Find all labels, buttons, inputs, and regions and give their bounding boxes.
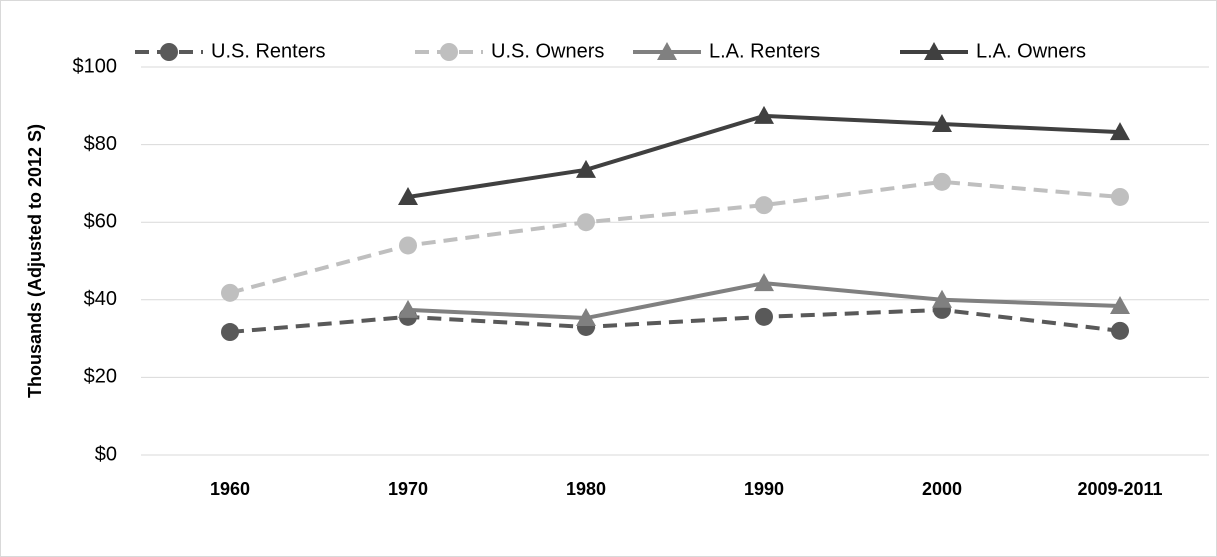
legend-label: U.S. Renters — [211, 40, 325, 62]
series-line — [229, 179, 1121, 295]
x-tick-label: 2000 — [922, 479, 962, 499]
data-point — [398, 186, 418, 205]
x-tick-label: 1980 — [566, 479, 606, 499]
data-point — [398, 299, 418, 318]
data-point — [399, 236, 417, 255]
y-tick-label: $0 — [95, 443, 117, 465]
legend-marker — [924, 42, 944, 60]
data-point — [1111, 321, 1129, 340]
data-point — [932, 114, 952, 133]
legend-marker — [657, 42, 677, 60]
data-point — [932, 289, 952, 308]
x-tick-label: 1970 — [388, 479, 428, 499]
y-tick-label: $40 — [84, 288, 117, 310]
y-tick-label: $100 — [73, 55, 118, 77]
data-point — [755, 196, 773, 215]
data-point — [754, 273, 774, 292]
legend-marker — [160, 43, 178, 61]
data-point — [221, 283, 239, 302]
x-tick-label: 1990 — [744, 479, 784, 499]
data-point — [1110, 296, 1130, 315]
data-point — [755, 307, 773, 326]
data-point — [576, 159, 596, 178]
y-axis-label: Thousands (Adjusted to 2012 S) — [25, 124, 45, 398]
legend-marker — [440, 43, 458, 61]
y-tick-label: $60 — [84, 210, 117, 232]
data-point — [1111, 187, 1129, 206]
data-point — [754, 105, 774, 124]
data-point — [577, 213, 595, 232]
data-point — [933, 172, 951, 191]
legend-label: L.A. Owners — [976, 40, 1086, 62]
data-point — [576, 308, 596, 327]
data-point — [221, 323, 239, 342]
x-tick-label: 1960 — [210, 479, 250, 499]
data-point — [1110, 122, 1130, 141]
y-tick-label: $80 — [84, 133, 117, 155]
x-tick-label: 2009-2011 — [1077, 479, 1162, 499]
legend-label: U.S. Owners — [491, 40, 604, 62]
series-line — [229, 307, 1121, 334]
y-tick-label: $20 — [84, 366, 117, 388]
legend-label: L.A. Renters — [709, 40, 820, 62]
